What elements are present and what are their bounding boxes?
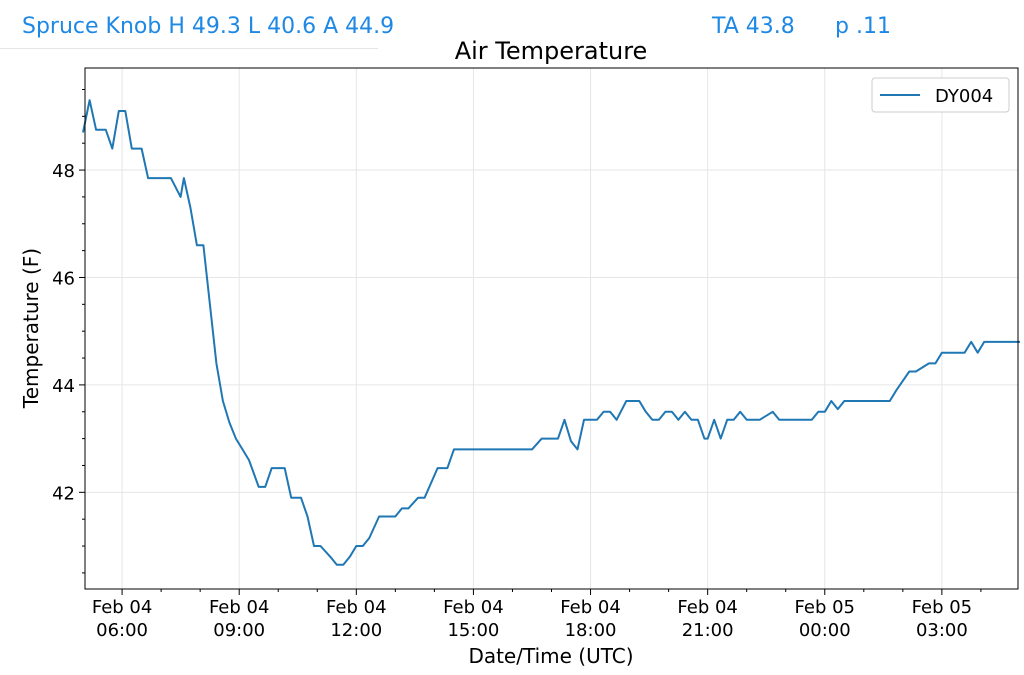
header-divider [0,48,378,49]
precip-readout: p .11 [835,14,891,39]
x-tick-date: Feb 04 [326,597,387,618]
ta-readout: TA 43.8 [712,14,795,39]
x-tick-time: 18:00 [565,620,617,641]
x-tick-time: 21:00 [682,620,734,641]
legend-label: DY004 [935,86,993,107]
series-layer [82,99,1020,566]
x-tick-date: Feb 04 [677,597,738,618]
grid [85,68,1018,589]
x-tick-date: Feb 05 [912,597,973,618]
x-tick-date: Feb 05 [795,597,856,618]
x-tick-date: Feb 04 [560,597,621,618]
x-tick-date: Feb 04 [92,597,153,618]
x-tick-date: Feb 04 [209,597,270,618]
plot-frame [84,67,1019,590]
legend: DY004 [871,77,1010,113]
y-tick-label: 46 [52,268,75,289]
series-line-dy004 [82,99,1020,566]
y-tick-label: 42 [52,483,75,504]
x-tick-time: 15:00 [447,620,499,641]
y-tick-label: 48 [52,161,75,182]
x-tick-time: 00:00 [799,620,851,641]
x-tick-time: 03:00 [916,620,968,641]
y-axis-label: Temperature (F) [19,248,43,409]
chart-title: Air Temperature [455,37,648,65]
x-tick-time: 09:00 [213,620,265,641]
x-axis-label: Date/Time (UTC) [468,644,633,668]
y-tick-label: 44 [52,376,75,397]
x-tick-time: 06:00 [96,620,148,641]
station-summary: Spruce Knob H 49.3 L 40.6 A 44.9 [22,14,395,39]
x-tick-date: Feb 04 [443,597,504,618]
x-tick-time: 12:00 [330,620,382,641]
legend-box [871,77,1010,113]
